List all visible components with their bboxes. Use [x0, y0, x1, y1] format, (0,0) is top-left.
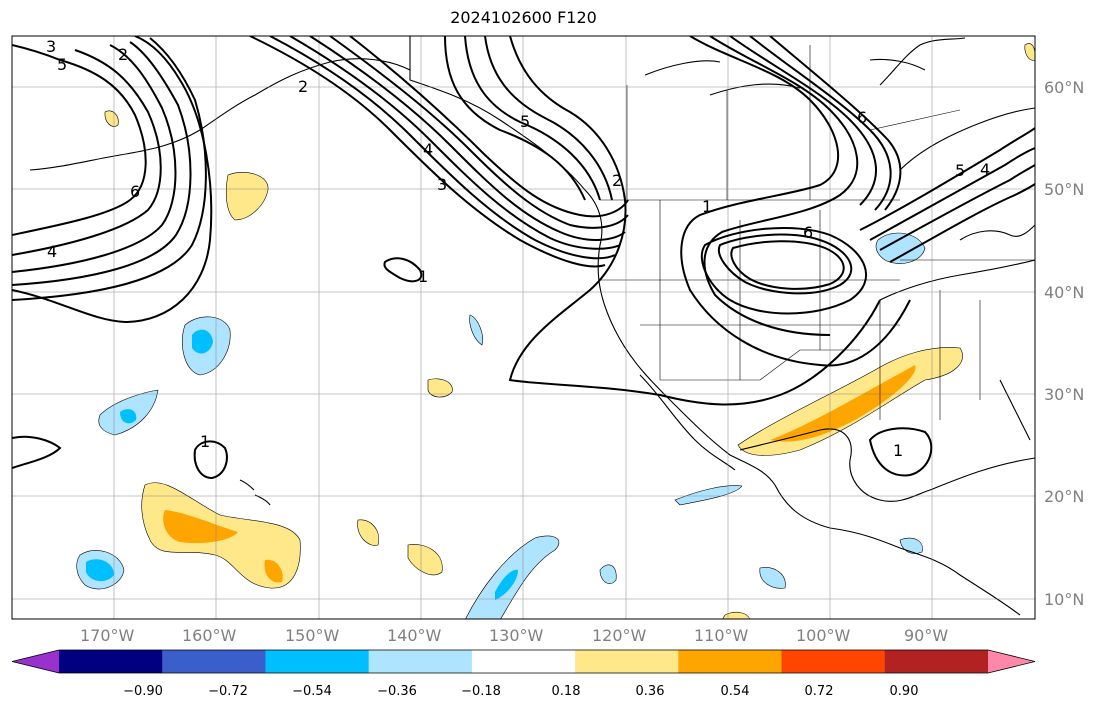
positive-region [1024, 43, 1035, 61]
map-title: 2024102600 F120 [450, 8, 597, 27]
contour-label: 6 [857, 108, 867, 127]
contour-label: 3 [437, 175, 447, 194]
colorbar-segment [884, 650, 989, 673]
negative-core [120, 409, 137, 424]
colorbar-segment [59, 650, 163, 673]
contour-label: 6 [803, 223, 813, 242]
colorbar-tick: −0.18 [461, 684, 501, 699]
colorbar-extend-low [12, 650, 59, 673]
contour-labels: 3 5 2 6 4 1 2 3 4 5 2 1 6 6 5 4 1 1 [46, 37, 990, 460]
contour-label: 4 [980, 160, 990, 179]
contour-label: 4 [423, 140, 433, 159]
colorbar-tick: 0.18 [551, 684, 581, 699]
colorbar-segment [471, 650, 576, 673]
colorbar-extend-high [988, 650, 1035, 673]
contour-label: 2 [298, 77, 308, 96]
negative-core [192, 329, 213, 354]
colorbar-segment [781, 650, 886, 673]
shaded-anomalies [76, 43, 1035, 619]
colorbar-tick: 0.54 [720, 684, 750, 699]
positive-region [225, 171, 269, 221]
lat-label: 30°N [1044, 385, 1085, 404]
colorbar-segment [368, 650, 473, 673]
lat-label: 60°N [1044, 78, 1085, 97]
positive-region [104, 110, 119, 127]
negative-region [599, 564, 617, 584]
positive-region [722, 611, 750, 619]
lon-label: 100°W [796, 626, 851, 645]
contour-label: 5 [57, 55, 67, 74]
contour-label: 2 [612, 171, 622, 190]
negative-region [469, 314, 483, 346]
colorbar-tick: 0.36 [635, 684, 665, 699]
colorbar-tick: −0.72 [208, 684, 248, 699]
lon-label: 130°W [489, 626, 544, 645]
lat-label: 10°N [1044, 590, 1085, 609]
negative-core [495, 569, 518, 600]
negative-region [875, 232, 926, 264]
negative-region [899, 537, 923, 554]
map-frame [11, 35, 1036, 620]
positive-core [264, 559, 283, 583]
lon-label: 140°W [387, 626, 442, 645]
colorbar-tick: 0.90 [889, 684, 919, 699]
contour-label: 2 [118, 45, 128, 64]
contour-label: 1 [418, 267, 428, 286]
colorbar [11, 649, 1036, 674]
contour-label: 4 [47, 242, 57, 261]
positive-region [357, 519, 380, 546]
lat-label: 40°N [1044, 283, 1085, 302]
contour-label: 3 [46, 37, 56, 56]
negative-region [674, 485, 743, 506]
colorbar-segment [162, 650, 266, 673]
contour-label: 1 [893, 441, 903, 460]
colorbar-segment [265, 650, 370, 673]
colorbar-tick: −0.90 [123, 684, 163, 699]
political-borders [409, 36, 1035, 420]
contour-label: 6 [130, 182, 140, 201]
negative-region [759, 567, 786, 589]
contour-label: 1 [200, 432, 210, 451]
lon-label: 90°W [904, 626, 949, 645]
colorbar-outline [11, 649, 1036, 674]
negative-core [86, 559, 114, 582]
lon-label: 170°W [80, 626, 135, 645]
contour-label: 1 [702, 197, 712, 216]
lon-label: 120°W [592, 626, 647, 645]
lon-label: 150°W [285, 626, 340, 645]
positive-region [407, 544, 443, 576]
contour-lines [12, 36, 1035, 480]
colorbar-tick: −0.36 [377, 684, 417, 699]
contour-label: 5 [520, 112, 530, 131]
lat-label: 20°N [1044, 487, 1085, 506]
lon-label: 160°W [182, 626, 237, 645]
lat-label: 50°N [1044, 180, 1085, 199]
map-plot-area: 3 5 2 6 4 1 2 3 4 5 2 1 6 6 5 4 1 1 [12, 36, 1035, 619]
colorbar-tick: 0.72 [804, 684, 834, 699]
contour-label: 5 [955, 161, 965, 180]
colorbar-segment [678, 650, 783, 673]
lon-label: 110°W [694, 626, 749, 645]
colorbar-segment [575, 650, 679, 673]
colorbar-tick: −0.54 [292, 684, 332, 699]
positive-core [163, 510, 238, 544]
